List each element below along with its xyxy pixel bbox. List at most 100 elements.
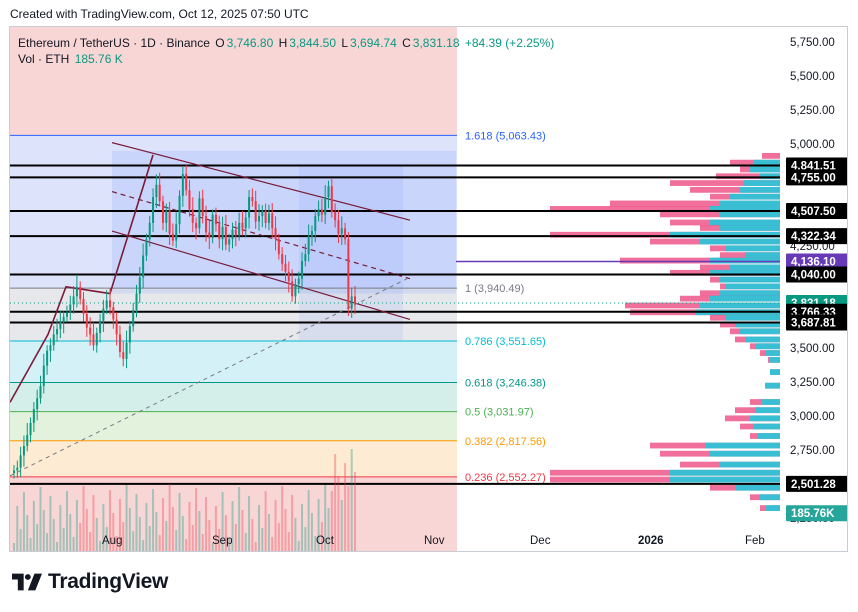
volume-profile-bar-up xyxy=(730,264,780,271)
legend-volume-label[interactable]: Vol · ETH xyxy=(18,52,70,66)
volume-bar xyxy=(105,527,108,551)
candle xyxy=(49,345,52,351)
fib-band xyxy=(10,411,457,441)
candle xyxy=(241,222,244,229)
volume-bar xyxy=(178,493,181,551)
candle xyxy=(271,213,274,229)
x-tick-label: Feb xyxy=(745,535,765,547)
volume-profile-bar-up xyxy=(725,314,780,321)
candle xyxy=(62,316,65,323)
y-tick-label: 3,250.00 xyxy=(790,377,835,389)
candle xyxy=(22,445,25,456)
volume-bar xyxy=(324,485,327,551)
candle xyxy=(168,210,171,234)
candle xyxy=(301,260,304,279)
candle xyxy=(92,334,95,346)
volume-bar xyxy=(125,485,128,551)
volume-bar xyxy=(79,523,82,551)
candle xyxy=(205,216,208,233)
volume-profile-bar-up xyxy=(720,200,780,207)
volume-bar xyxy=(145,503,148,551)
volume-bar xyxy=(13,543,15,551)
volume-bar xyxy=(334,454,337,551)
channel-line xyxy=(111,142,411,221)
volume-profile-bar-up xyxy=(720,225,780,231)
volume-bar xyxy=(208,520,211,551)
candle xyxy=(56,328,59,335)
volume-profile-bar-up xyxy=(754,423,780,430)
volume-bar xyxy=(181,516,184,551)
volume-profile-bar-up xyxy=(740,328,780,335)
volume-bar xyxy=(19,529,22,551)
y-tick-label: 3,000.00 xyxy=(790,411,835,423)
candle xyxy=(317,209,320,217)
volume-bar xyxy=(271,537,274,551)
candle xyxy=(39,386,42,399)
volume-bar xyxy=(320,522,323,551)
volume-profile-bar-up xyxy=(720,461,780,468)
y-tick-label: 3,500.00 xyxy=(790,343,835,355)
volume-profile-bar-up xyxy=(710,269,780,276)
volume-bar xyxy=(138,517,141,551)
volume-profile-bar xyxy=(762,152,780,159)
volume-bar xyxy=(39,487,42,551)
candle xyxy=(261,210,264,217)
volume-bar xyxy=(301,504,304,551)
candle xyxy=(13,470,15,474)
volume-bar xyxy=(188,502,191,551)
legend-symbol[interactable]: Ethereum / TetherUS · 1D · Binance xyxy=(18,36,210,50)
candle xyxy=(238,222,241,236)
legend-change: +84.39 (+2.25%) xyxy=(464,36,555,50)
candle xyxy=(294,284,297,297)
volume-bar xyxy=(274,500,277,551)
fib-label: 1 (3,940.49) xyxy=(465,283,524,295)
candle xyxy=(310,231,313,237)
candle xyxy=(287,271,290,282)
candle xyxy=(161,201,164,223)
candle xyxy=(165,210,168,223)
volume-bar xyxy=(330,491,333,551)
volume-bar xyxy=(49,496,52,551)
volume-profile-bar-up xyxy=(710,295,780,302)
candle xyxy=(158,184,161,202)
volume-bar xyxy=(347,486,350,551)
price-badge xyxy=(786,202,847,219)
candle xyxy=(214,214,217,225)
candle xyxy=(142,255,145,278)
candle xyxy=(95,333,98,346)
price-chart[interactable]: 1.618 (5,063.43) 1 (3,940.49) 0.786 (3,551… xyxy=(10,27,848,552)
candle xyxy=(29,422,32,436)
candle xyxy=(171,233,174,241)
volume-profile-bar-up xyxy=(758,433,780,439)
candle xyxy=(257,216,260,222)
tradingview-logo[interactable]: TradingView xyxy=(12,570,168,594)
candle xyxy=(248,197,251,218)
candle xyxy=(201,198,204,217)
volume-bar xyxy=(234,524,237,551)
candle xyxy=(185,173,188,191)
candle xyxy=(297,278,300,285)
candle xyxy=(347,239,350,309)
volume-profile-bar-up xyxy=(740,186,780,193)
candle xyxy=(221,226,224,240)
candle xyxy=(36,398,39,410)
volume-bar xyxy=(175,530,178,551)
volume-profile-bar-up xyxy=(745,252,780,259)
candle xyxy=(42,365,45,387)
tradingview-logo-icon xyxy=(12,573,42,591)
volume-profile-bar-up xyxy=(755,407,780,414)
candle xyxy=(112,307,115,320)
volume-bar xyxy=(198,511,201,551)
fib-band xyxy=(10,440,457,477)
candle xyxy=(267,213,270,223)
candle xyxy=(175,224,178,241)
volume-bar xyxy=(277,523,280,551)
volume-profile-bar xyxy=(670,180,780,186)
fib-band xyxy=(10,382,457,412)
candle xyxy=(327,186,330,198)
fib-label: 0.618 (3,246.38) xyxy=(465,377,546,389)
volume-bar xyxy=(46,533,49,551)
chart-frame[interactable]: 1.618 (5,063.43) 1 (3,940.49) 0.786 (3,551… xyxy=(9,26,848,552)
candle xyxy=(59,322,62,329)
volume-bar xyxy=(191,525,194,551)
